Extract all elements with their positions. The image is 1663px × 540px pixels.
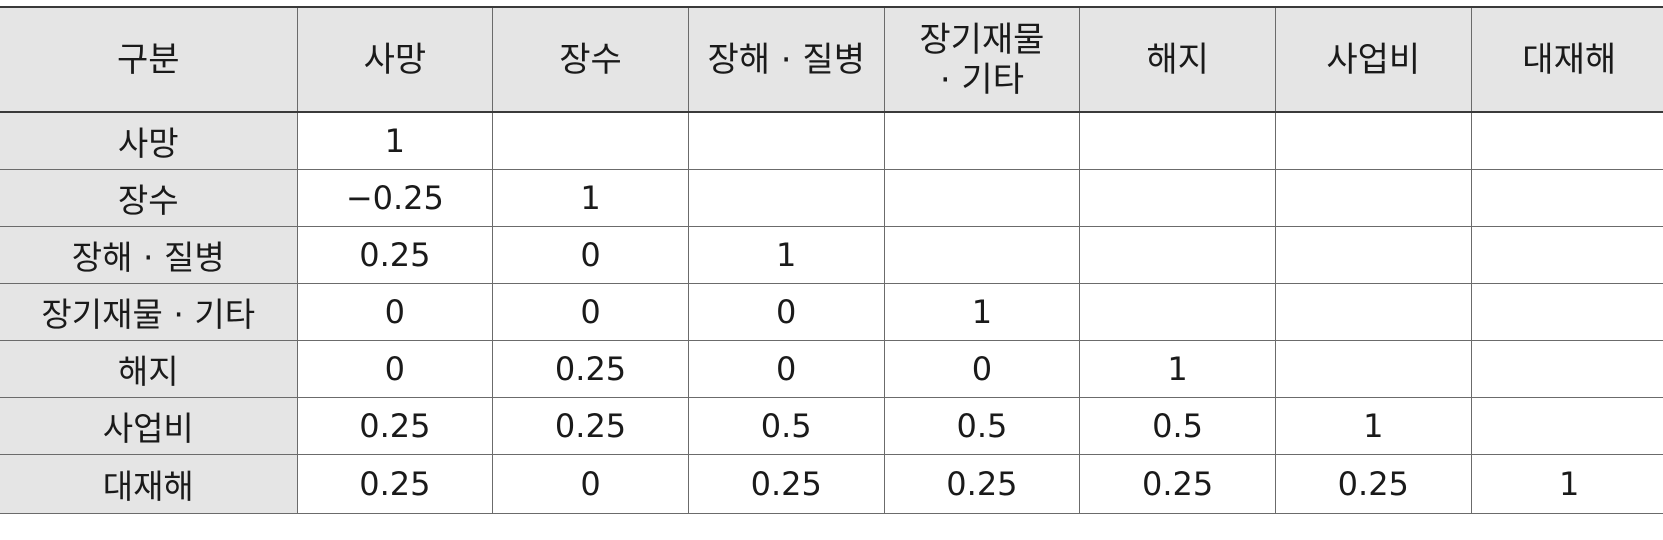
table-cell [492,111,689,170]
table-cell: 0 [296,340,494,398]
table-cell [1274,283,1472,341]
table-cell: 1 [1079,340,1276,398]
table-row: 장기재물 · 기타 0 0 0 1 [0,283,1663,341]
table-cell [1470,397,1663,455]
row-label-cell: 대재해 [0,454,298,514]
table-cell [1470,169,1663,227]
table-cell [1079,169,1276,227]
table-row: 사망 1 [0,111,1663,170]
table-cell: 0.25 [1079,454,1276,514]
table-cell: 1 [883,283,1081,341]
header-row: 구분 사망 장수 장해 · 질병 장기재물 · 기타 해지 사업비 대재해 [0,6,1663,113]
header-corner-cell: 구분 [0,6,298,113]
table-cell: 0 [296,283,494,341]
table-cell: 1 [492,169,689,227]
table-cell: 0.25 [687,454,885,514]
table-row: 사업비 0.25 0.25 0.5 0.5 0.5 1 [0,397,1663,455]
row-label-cell: 장해 · 질병 [0,226,298,284]
correlation-matrix-table: 구분 사망 장수 장해 · 질병 장기재물 · 기타 해지 사업비 대재해 사망 1… [0,6,1663,514]
table-cell [1274,169,1472,227]
table-cell: 0.5 [1079,397,1276,455]
table-cell [883,111,1081,170]
table-cell [1079,226,1276,284]
row-label-cell: 사업비 [0,397,298,455]
header-cell-lapse: 해지 [1079,6,1276,113]
table-cell: 1 [1470,454,1663,514]
table-row: 장수 −0.25 1 [0,169,1663,227]
table-body: 사망 1 장수 −0.25 1 장해 · 질병 0.25 0 1 장기재물 · 기타 0 0 0 1 해지 0… [0,111,1663,514]
table-cell: 0 [883,340,1081,398]
table-row: 대재해 0.25 0 0.25 0.25 0.25 0.25 1 [0,454,1663,514]
table-cell: 0 [492,454,689,514]
row-label-cell: 사망 [0,111,298,170]
table-cell: 0.25 [296,454,494,514]
table-cell: 0 [687,283,885,341]
table-cell [1079,111,1276,170]
row-label-cell: 장수 [0,169,298,227]
table-cell [1470,226,1663,284]
table-cell: 0.5 [687,397,885,455]
table-cell: 0 [492,226,689,284]
table-cell: 0 [492,283,689,341]
table-cell: 0.25 [492,340,689,398]
table-cell: 1 [687,226,885,284]
table-cell: −0.25 [296,169,494,227]
table-cell [1274,226,1472,284]
table-cell [1079,283,1276,341]
row-label-cell: 해지 [0,340,298,398]
table-cell: 0.25 [296,397,494,455]
table-cell: 0 [687,340,885,398]
header-cell-longevity: 장수 [492,6,689,113]
table-cell: 0.25 [492,397,689,455]
table-cell [883,169,1081,227]
table-cell [1470,111,1663,170]
table-cell: 1 [296,111,494,170]
table-cell [883,226,1081,284]
table-cell [687,111,885,170]
row-label-cell: 장기재물 · 기타 [0,283,298,341]
table-cell [1470,340,1663,398]
table-cell: 0.25 [883,454,1081,514]
table-cell [1274,340,1472,398]
table-cell: 0.5 [883,397,1081,455]
header-cell-property-other-text: 장기재물 · 기타 [919,19,1045,100]
table-cell: 0.25 [296,226,494,284]
header-cell-catastrophe: 대재해 [1470,6,1663,113]
table-cell [1274,111,1472,170]
table-cell: 1 [1274,397,1472,455]
table-row: 해지 0 0.25 0 0 1 [0,340,1663,398]
table-row: 장해 · 질병 0.25 0 1 [0,226,1663,284]
header-cell-death: 사망 [296,6,494,113]
table-cell [687,169,885,227]
table-cell: 0.25 [1274,454,1472,514]
table-cell [1470,283,1663,341]
header-cell-expense: 사업비 [1274,6,1472,113]
header-cell-disability-illness: 장해 · 질병 [687,6,885,113]
header-cell-property-other: 장기재물 · 기타 [883,6,1081,113]
